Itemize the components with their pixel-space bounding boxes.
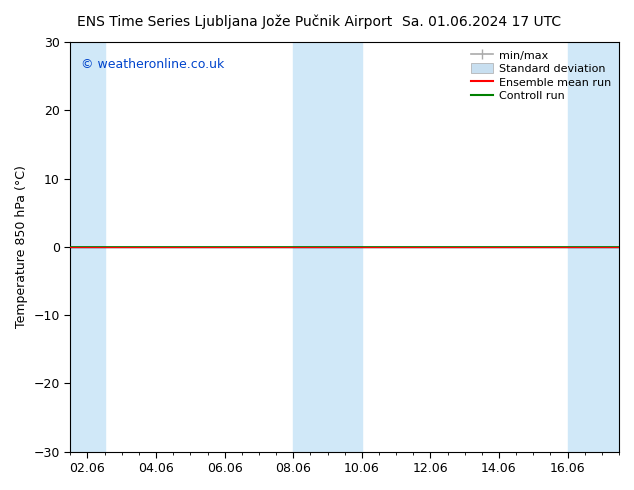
Text: © weatheronline.co.uk: © weatheronline.co.uk [81,58,224,72]
Y-axis label: Temperature 850 hPa (°C): Temperature 850 hPa (°C) [15,166,28,328]
Legend: min/max, Standard deviation, Ensemble mean run, Controll run: min/max, Standard deviation, Ensemble me… [469,48,614,103]
Bar [294,42,362,452]
Text: ENS Time Series Ljubljana Jože Pučnik Airport: ENS Time Series Ljubljana Jože Pučnik Ai… [77,15,392,29]
Bar [70,42,105,452]
Bar [567,42,619,452]
Text: Sa. 01.06.2024 17 UTC: Sa. 01.06.2024 17 UTC [403,15,561,29]
